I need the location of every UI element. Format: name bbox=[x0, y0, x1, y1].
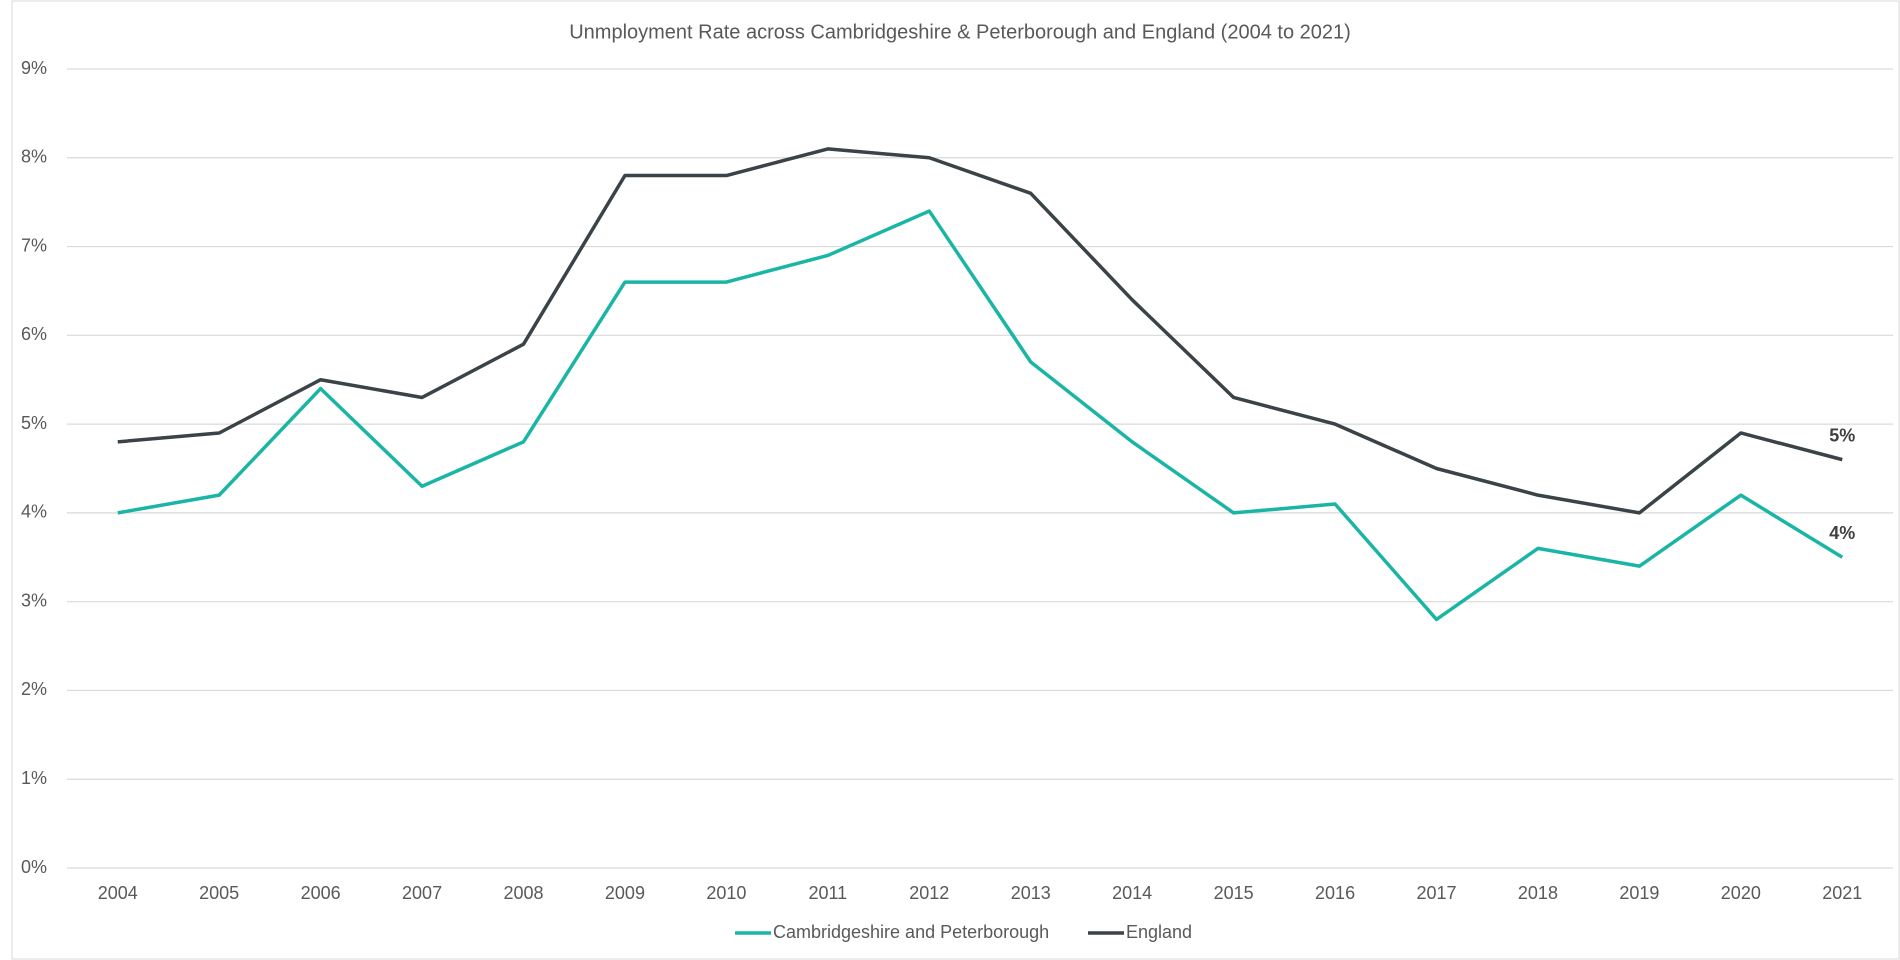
legend-label: Cambridgeshire and Peterborough bbox=[773, 922, 1049, 942]
y-tick-label: 6% bbox=[21, 324, 47, 344]
data-label: 5% bbox=[1829, 425, 1855, 445]
x-tick-label: 2018 bbox=[1518, 883, 1558, 903]
x-tick-label: 2019 bbox=[1619, 883, 1659, 903]
series-line bbox=[117, 147, 1843, 515]
x-tick-label: 2020 bbox=[1721, 883, 1761, 903]
legend-label: England bbox=[1126, 922, 1192, 942]
x-tick-label: 2013 bbox=[1011, 883, 1051, 903]
x-tick-label: 2014 bbox=[1112, 883, 1152, 903]
x-tick-label: 2017 bbox=[1416, 883, 1456, 903]
x-tick-label: 2005 bbox=[199, 883, 239, 903]
y-tick-label: 0% bbox=[21, 857, 47, 877]
x-tick-label: 2008 bbox=[503, 883, 543, 903]
chart-title: Unmployment Rate across Cambridgeshire &… bbox=[569, 21, 1351, 43]
x-tick-label: 2015 bbox=[1214, 883, 1254, 903]
y-tick-label: 4% bbox=[21, 502, 47, 522]
y-tick-label: 2% bbox=[21, 679, 47, 699]
x-tick-label: 2011 bbox=[808, 883, 847, 903]
x-tick-label: 2004 bbox=[98, 883, 138, 903]
data-label: 4% bbox=[1829, 523, 1855, 543]
chart-frame bbox=[11, 0, 1900, 960]
x-tick-label: 2012 bbox=[909, 883, 949, 903]
y-tick-label: 3% bbox=[21, 590, 47, 610]
x-tick-label: 2016 bbox=[1315, 883, 1355, 903]
y-tick-label: 7% bbox=[21, 235, 47, 255]
x-tick-label: 2007 bbox=[402, 883, 442, 903]
y-tick-label: 5% bbox=[21, 413, 47, 433]
y-tick-label: 9% bbox=[21, 58, 47, 78]
y-tick-label: 1% bbox=[21, 768, 47, 788]
x-tick-label: 2010 bbox=[706, 883, 746, 903]
y-tick-label: 8% bbox=[21, 147, 47, 167]
x-tick-label: 2021 bbox=[1822, 883, 1862, 903]
x-tick-label: 2006 bbox=[301, 883, 341, 903]
x-tick-label: 2009 bbox=[605, 883, 645, 903]
series-line bbox=[117, 209, 1844, 622]
